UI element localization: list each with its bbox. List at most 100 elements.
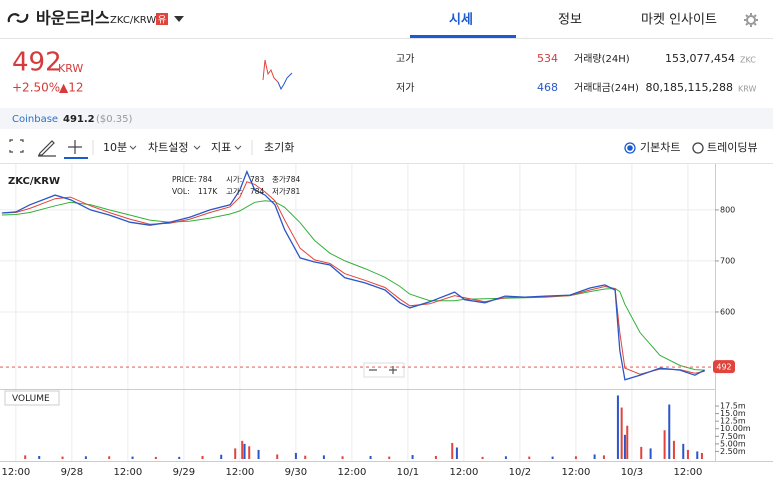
toolbar-icons[interactable] (9, 139, 82, 157)
price-tag: 492 (716, 363, 731, 372)
volume-bar (626, 425, 629, 459)
volume-bar (411, 455, 414, 459)
info-value: 784 (250, 187, 265, 196)
volume-bar (686, 449, 689, 459)
volume-bar (234, 448, 237, 459)
info-label: VOL: (172, 187, 190, 196)
chevron (234, 145, 242, 150)
x-tick-label: 12:00 (562, 467, 591, 478)
volume-bar (154, 456, 157, 459)
tab[interactable]: 정보 (558, 13, 582, 28)
value-unit: KRW (738, 85, 756, 94)
volume-bar (38, 455, 41, 459)
x-tick-label: 12:00 (225, 467, 254, 478)
chart-settings[interactable]: 차트설정 (148, 141, 188, 154)
x-tick-label: 12:00 (1, 467, 30, 478)
chart-mode[interactable]: 트레이딩뷰 (707, 141, 758, 154)
y-tick-label: 800 (720, 205, 735, 214)
price: 492 (12, 48, 62, 78)
dropdown[interactable] (174, 16, 184, 22)
volume-bar (696, 451, 699, 459)
volume: 153,077,454 (665, 52, 735, 65)
info-label: 고가: (226, 187, 242, 196)
grid (0, 164, 715, 461)
volume-bar (672, 440, 675, 459)
volume-bar (620, 407, 623, 459)
change-amount: ▲12 (59, 81, 84, 95)
price-line (1, 181, 705, 375)
exchange-name[interactable]: Coinbase (12, 114, 58, 125)
volume-bar (257, 449, 260, 459)
high: 534 (537, 52, 558, 65)
pair: ZKC/KRW (110, 15, 156, 26)
zoom-control[interactable] (363, 362, 405, 378)
volume-bar (528, 456, 531, 459)
tab[interactable]: 시세 (449, 13, 473, 28)
plot (1, 169, 706, 459)
sparkline (262, 59, 293, 91)
volume-bar (131, 456, 134, 459)
volume-bar (593, 454, 596, 459)
value-label: 거래대금(24H) (574, 82, 639, 94)
info-value: 784 (286, 175, 301, 184)
info-value: 781 (286, 187, 301, 196)
indicators[interactable]: 지표 (211, 141, 231, 154)
tab[interactable]: 마켓 인사이트 (641, 13, 717, 28)
tab-underline (410, 35, 516, 38)
volume-bar (649, 448, 652, 459)
x-tick-label: 9/29 (173, 467, 195, 478)
y-tick-label: 700 (720, 256, 735, 265)
volume-bar (682, 443, 685, 459)
volume-bar (481, 456, 484, 459)
volume-tick-label: 15.0m (720, 409, 746, 418)
volume-bar (341, 456, 344, 459)
volume-bar (551, 456, 554, 459)
radio-dot (627, 145, 633, 151)
price-tag-bg (713, 360, 735, 374)
reset[interactable]: 초기화 (264, 141, 294, 154)
exchange-price: 491.2 (63, 114, 95, 125)
x-tick-label: 10/2 (509, 467, 531, 478)
volume-tick-label: 2.50m (720, 447, 746, 456)
volume-label: 거래량(24H) (574, 53, 630, 65)
logo (7, 13, 29, 23)
volume-bar (220, 454, 223, 459)
volume-bar (451, 442, 454, 459)
settings-icon[interactable] (744, 13, 758, 27)
y-tick-label: 600 (720, 307, 735, 316)
info-label: 종가: (272, 175, 288, 184)
info-value: 783 (250, 175, 265, 184)
info-label: PRICE: (172, 175, 196, 184)
x-tick-label: 10/3 (621, 467, 643, 478)
radio[interactable] (624, 142, 636, 154)
volume-bar (574, 456, 577, 459)
volume-bar (663, 430, 666, 459)
volume-bar (504, 456, 507, 459)
badge: 유 (158, 15, 166, 26)
x-tick-label: 12:00 (674, 467, 703, 478)
badge-bg (156, 13, 168, 25)
volume-bar (276, 454, 279, 459)
tool-underline (64, 157, 88, 159)
trade-value: 80,185,115,288 (646, 81, 733, 94)
volume-tick-label: 7.50m (720, 432, 746, 441)
volume-bar (241, 440, 244, 459)
chevron (193, 145, 201, 150)
volume-bar (108, 456, 111, 459)
x-tick-label: 12:00 (337, 467, 366, 478)
volume-tick-label: 17.5m (720, 402, 746, 411)
price-unit: KRW (58, 62, 83, 75)
chart-title: ZKC/KRW (8, 176, 60, 187)
interval[interactable]: 10분 (103, 141, 127, 154)
chart-mode[interactable]: 기본차트 (640, 141, 680, 154)
volume-bar (616, 395, 619, 459)
info-value: 117K (198, 187, 218, 196)
info-label: 시가: (226, 175, 242, 184)
volume-bar (178, 456, 181, 459)
x-tick-label: 9/30 (285, 467, 307, 478)
radio[interactable] (692, 142, 704, 154)
volume-bar (61, 456, 64, 459)
exchange-bar (0, 108, 773, 129)
volume-bar (640, 446, 643, 459)
volume-bar (434, 455, 437, 459)
